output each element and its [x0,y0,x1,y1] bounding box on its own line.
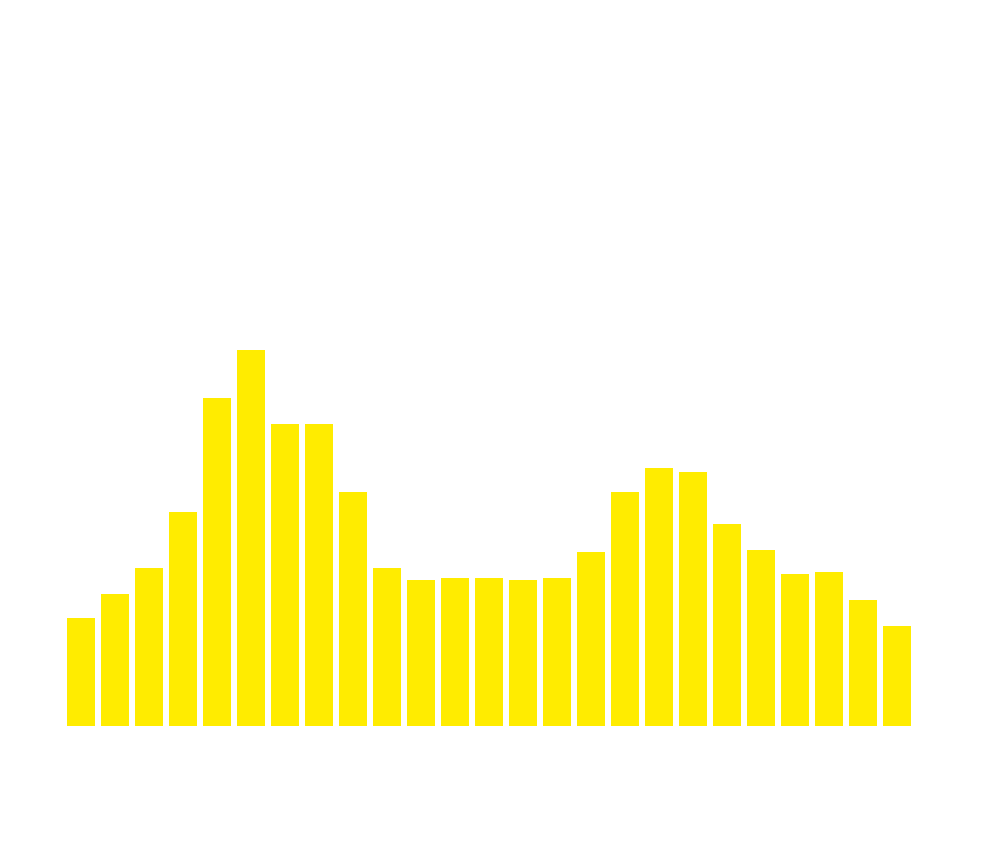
bar [305,424,333,726]
bar [679,472,707,726]
bar [509,580,537,726]
bar [101,594,129,726]
bar [611,492,639,726]
bar [441,578,469,726]
bar [339,492,367,726]
bar [543,578,571,726]
bar [135,568,163,726]
bar [271,424,299,726]
bar [475,578,503,726]
bar [883,626,911,726]
bar [713,524,741,726]
bar [747,550,775,726]
bar [237,350,265,726]
bar [849,600,877,726]
bar [815,572,843,726]
bar [407,580,435,726]
bar [645,468,673,726]
bar [203,398,231,726]
bar [577,552,605,726]
bar [67,618,95,726]
bar [373,568,401,726]
bar [781,574,809,726]
bar [169,512,197,726]
